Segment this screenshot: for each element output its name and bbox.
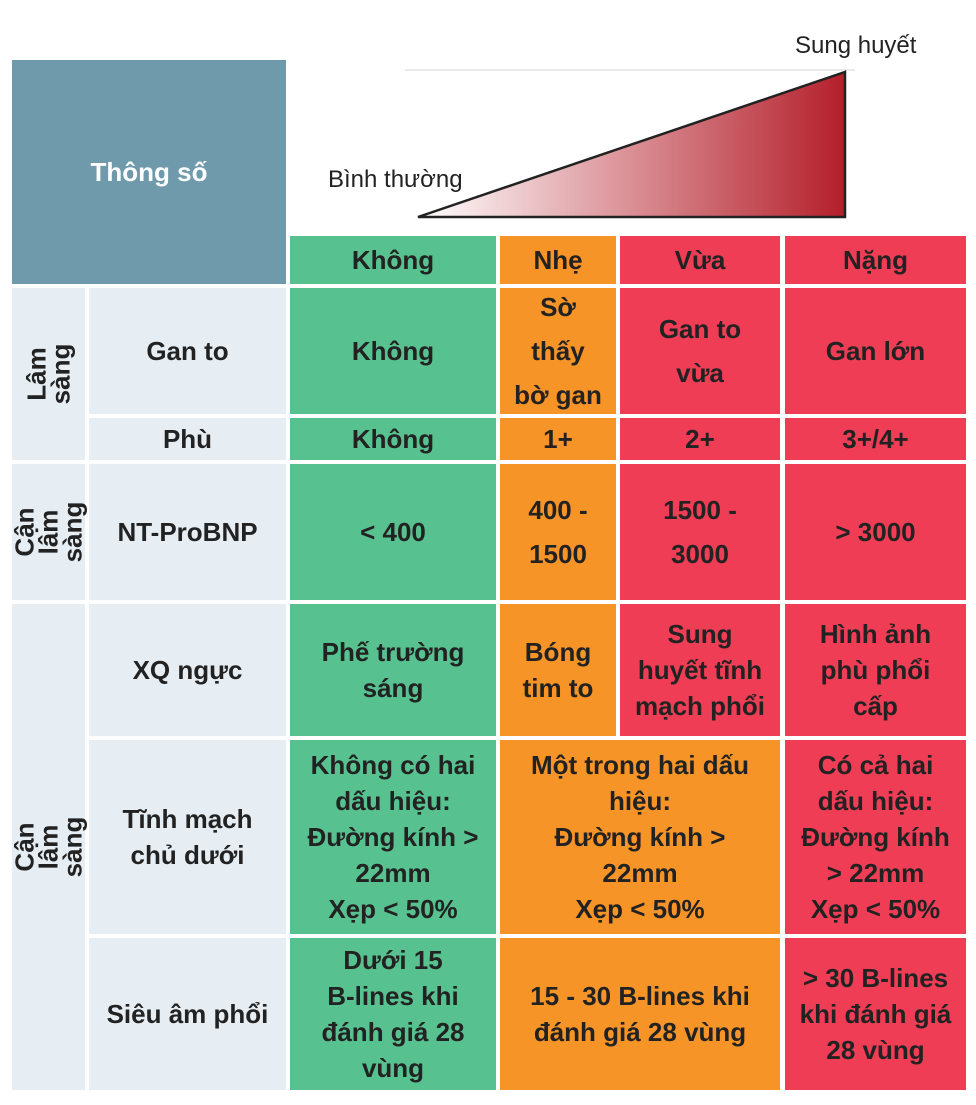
group-subclinical-imaging-label: Cận lâm sàng [9, 816, 88, 878]
ivc-severe: Có cả hai dấu hiệu: Đường kính > 22mm Xẹ… [785, 740, 966, 934]
group-subclinical-imaging: Cận lâm sàng [9, 604, 88, 1090]
xray-moderate: Sung huyết tĩnh mạch phổi [620, 604, 780, 736]
level-moderate-header: Vừa [620, 236, 780, 284]
scale-high-label: Sung huyết [795, 32, 917, 59]
lung-us-mild-moderate: 15 - 30 B-lines khi đánh giá 28 vùng [500, 938, 780, 1090]
bnp-none: < 400 [290, 464, 496, 600]
lung-us-severe: > 30 B-lines khi đánh giá 28 vùng [785, 938, 966, 1090]
group-subclinical-bnp: Cận lâm sàng [9, 464, 88, 600]
liver-severe: Gan lớn [785, 288, 966, 414]
ivc-none: Không có hai dấu hiệu: Đường kính > 22mm… [290, 740, 496, 934]
edema-severe: 3+/4+ [785, 418, 966, 460]
row-label-bnp: NT-ProBNP [89, 464, 286, 600]
edema-none: Không [290, 418, 496, 460]
level-mild-header: Nhẹ [500, 236, 616, 284]
group-subclinical-bnp-label: Cận lâm sàng [9, 501, 88, 563]
row-label-xray: XQ ngực [89, 604, 286, 736]
parameter-header-label: Thông số [90, 157, 208, 187]
level-none-header: Không [290, 236, 496, 284]
scale-low-label: Bình thường [328, 166, 463, 193]
row-label-lung-us: Siêu âm phổi [89, 938, 286, 1090]
liver-mild: Sờ thấy bờ gan [500, 288, 616, 414]
liver-none: Không [290, 288, 496, 414]
parameter-header: Thông số [12, 60, 286, 284]
bnp-mild: 400 - 1500 [500, 464, 616, 600]
bnp-severe: > 3000 [785, 464, 966, 600]
liver-moderate: Gan to vừa [620, 288, 780, 414]
ivc-mild-moderate: Một trong hai dấu hiệu: Đường kính > 22m… [500, 740, 780, 934]
severity-triangle [405, 69, 855, 219]
group-clinical-label: Lâm sàng [21, 343, 76, 405]
edema-mild: 1+ [500, 418, 616, 460]
lung-us-none: Dưới 15 B-lines khi đánh giá 28 vùng [290, 938, 496, 1090]
row-label-edema: Phù [89, 418, 286, 460]
group-clinical: Lâm sàng [12, 288, 85, 460]
level-severe-header: Nặng [785, 236, 966, 284]
row-label-liver: Gan to [89, 288, 286, 414]
bnp-moderate: 1500 - 3000 [620, 464, 780, 600]
xray-mild: Bóng tim to [500, 604, 616, 736]
xray-none: Phế trường sáng [290, 604, 496, 736]
row-label-ivc: Tĩnh mạch chủ dưới [89, 740, 286, 934]
xray-severe: Hình ảnh phù phổi cấp [785, 604, 966, 736]
edema-moderate: 2+ [620, 418, 780, 460]
